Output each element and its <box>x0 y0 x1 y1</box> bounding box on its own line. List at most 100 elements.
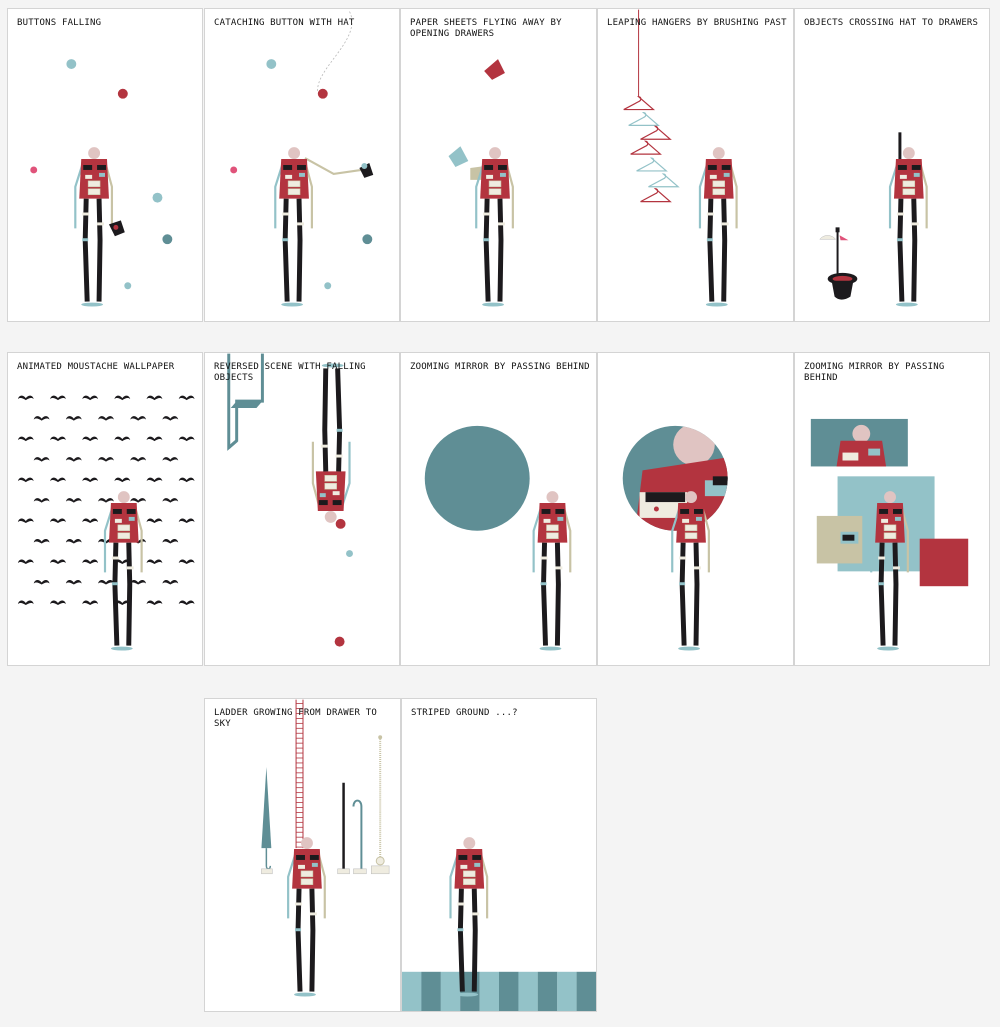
moustache-icon <box>162 580 179 585</box>
moustache-icon <box>17 436 34 442</box>
mirror-circle <box>424 425 530 531</box>
storyboard-panel: PAPER SHEETS FLYING AWAY BY OPENING DRAW… <box>400 8 597 322</box>
panel-title: OBJECTS CROSSING HAT TO DRAWERS <box>804 18 979 28</box>
storyboard-panel: LADDER GROWING FROM DRAWER TO SKY <box>204 698 401 1012</box>
moustache-icon <box>17 600 34 606</box>
moustache-icon <box>50 477 66 483</box>
panel-title: ZOOMING MIRROR BY PASSING BEHIND <box>410 362 590 372</box>
drawer-man-figure <box>288 837 325 996</box>
storyboard-panel: OBJECTS CROSSING HAT TO DRAWERS <box>794 8 990 322</box>
moustache-icon <box>50 436 66 442</box>
panel-illustration <box>424 425 596 665</box>
moustache-icon <box>33 457 50 462</box>
button-icon <box>346 550 353 558</box>
button-icon <box>66 59 77 69</box>
moustache-icon <box>33 539 50 544</box>
ground-stripe <box>402 971 422 1011</box>
storyboard-panel <box>597 352 794 666</box>
ground-stripe <box>499 971 519 1011</box>
moustache-icon <box>65 539 82 544</box>
panel-title: ZOOMING MIRROR BY PASSING BEHIND <box>804 362 945 383</box>
panel-illustration <box>622 425 728 665</box>
hanger-icon <box>639 188 671 203</box>
moustache-icon <box>178 559 195 565</box>
moustache-icon <box>146 559 163 565</box>
button-icon <box>30 166 38 174</box>
drawer-man-figure <box>275 147 312 306</box>
storyboard-panel: LEAPING HANGERS BY BRUSHING PAST <box>597 8 794 322</box>
ground-stripe <box>518 971 538 1011</box>
moustache-icon <box>146 600 163 606</box>
button-icon <box>117 88 128 99</box>
moustache-icon <box>114 477 131 483</box>
panel-illustration <box>810 418 969 665</box>
button-icon <box>152 192 163 203</box>
panel-illustration <box>227 353 353 647</box>
moustache-icon <box>65 498 82 503</box>
moustache-icon <box>33 416 50 421</box>
drawer-man-figure <box>476 147 513 306</box>
panel-title: LADDER GROWING FROM DRAWER TO SKY <box>214 708 377 729</box>
moustache-icon <box>162 498 179 503</box>
striped-ground <box>402 971 596 1011</box>
ladder-icon <box>295 699 304 849</box>
drawer-man-figure <box>890 147 927 306</box>
drawer-man-figure <box>534 491 571 650</box>
ground-stripe <box>479 971 500 1011</box>
storyboard-panel: BUTTONS FALLING <box>7 8 203 322</box>
storyboard-panel: ZOOMING MIRROR BY PASSING BEHIND <box>794 352 990 666</box>
moustache-icon <box>162 539 179 544</box>
drawer-man-figure <box>700 147 737 306</box>
moustache-icon <box>17 395 34 401</box>
moustache-icon <box>178 518 195 524</box>
moustache-icon <box>17 559 34 565</box>
moustache-icon <box>178 477 195 483</box>
mirror-panel <box>919 538 969 587</box>
panel-title: STRIPED GROUND ...? <box>411 708 518 718</box>
upside-down-figure <box>313 364 350 523</box>
moustache-icon <box>146 518 163 524</box>
panel-title: REVERSED SCENE WITH FALLING OBJECTS <box>214 362 366 383</box>
storyboard-panel: CATACHING BUTTON WITH HAT <box>204 8 400 322</box>
moustache-icon <box>130 580 147 585</box>
moustache-icon <box>178 395 195 401</box>
panel-illustration <box>623 9 793 321</box>
hanger-icon <box>630 140 661 155</box>
ground-stripe <box>440 971 461 1011</box>
pocket-watch-icon <box>375 856 385 866</box>
moustache-icon <box>33 498 50 503</box>
panel-title: PAPER SHEETS FLYING AWAY BY OPENING DRAW… <box>410 18 562 39</box>
storyboard-panel: ANIMATED MOUSTACHE WALLPAPER <box>7 352 203 666</box>
moustache-icon <box>50 600 66 606</box>
moustache-icon <box>178 600 195 606</box>
panel-illustration <box>30 59 173 321</box>
button-icon <box>317 88 328 99</box>
hanger-icon <box>623 96 655 111</box>
moustache-icon <box>65 416 82 421</box>
panel-title: CATACHING BUTTON WITH HAT <box>214 18 355 28</box>
button-icon <box>362 234 373 245</box>
moustache-icon <box>17 477 34 483</box>
button-icon <box>124 282 132 290</box>
paper-sheet-icon <box>484 59 505 80</box>
panel-title: BUTTONS FALLING <box>17 18 102 28</box>
button-icon <box>162 234 173 245</box>
moustache-icon <box>146 477 163 483</box>
panel-illustration <box>448 59 596 321</box>
moustache-icon <box>114 436 131 442</box>
moustache-icon <box>98 580 114 585</box>
moustache-icon <box>130 457 147 462</box>
hanger-icon <box>628 111 659 126</box>
hanger-icon <box>639 125 671 140</box>
moustache-icon <box>65 457 82 462</box>
moustache-icon <box>162 457 179 462</box>
panel-title: ANIMATED MOUSTACHE WALLPAPER <box>17 362 175 372</box>
moustache-wallpaper <box>17 395 195 665</box>
storyboard-panel: REVERSED SCENE WITH FALLING OBJECTS <box>204 352 400 666</box>
ground-stripe <box>576 971 596 1011</box>
moustache-icon <box>50 395 66 401</box>
panel-illustration <box>261 699 390 1011</box>
panel-illustration <box>819 132 989 321</box>
moustache-icon <box>82 436 99 442</box>
moustache-icon <box>146 436 163 442</box>
